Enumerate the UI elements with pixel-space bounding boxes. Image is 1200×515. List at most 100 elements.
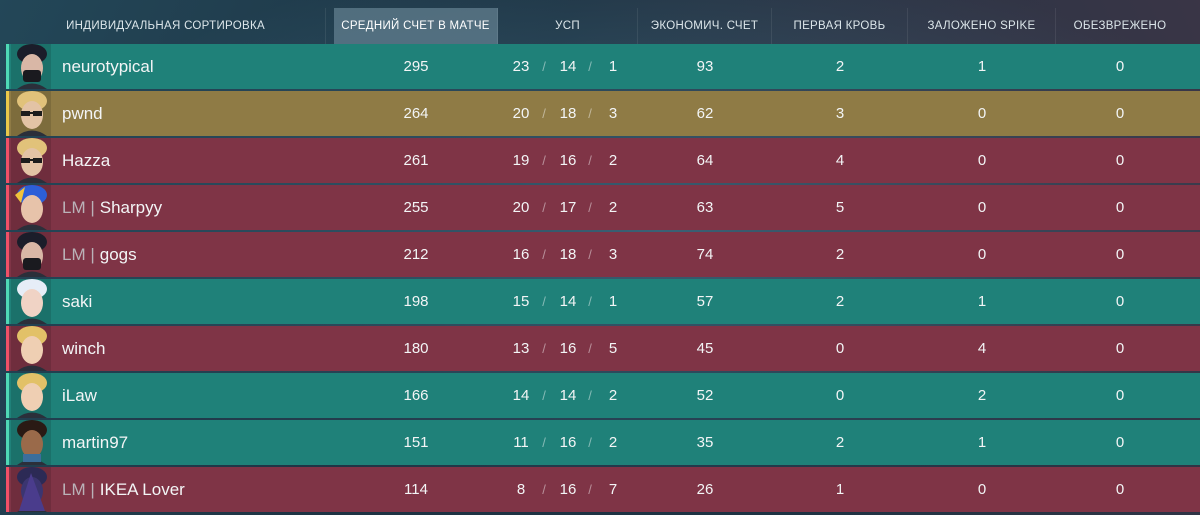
agent-masked-icon	[11, 44, 51, 89]
player-row[interactable]: LM | IKEA Lover 114 8 / 16 / 7 26 1 0 0	[6, 467, 1200, 512]
kda-separator: /	[588, 294, 592, 309]
defuses-header[interactable]: ОБЕЗВРЕЖЕНО	[1073, 19, 1167, 32]
first-blood-value: 0	[835, 387, 845, 404]
player-name[interactable]: LM | Sharpyy	[62, 185, 162, 230]
deaths-value: 16	[559, 152, 577, 169]
plants-value: 1	[977, 58, 987, 75]
player-row[interactable]: neurotypical 295 23 / 14 / 1 93 2 1 0	[6, 44, 1200, 89]
first-blood-value: 3	[835, 105, 845, 122]
assists-value: 3	[608, 246, 618, 263]
kda-separator: /	[588, 153, 592, 168]
player-name-text: martin97	[62, 432, 129, 452]
kda-separator: /	[542, 341, 546, 356]
first-blood-header[interactable]: ПЕРВАЯ КРОВЬ	[772, 8, 908, 44]
agent-masked-icon	[11, 232, 51, 277]
agent-glasses-icon	[11, 91, 51, 136]
player-name[interactable]: pwnd	[62, 91, 103, 136]
plants-value: 0	[977, 152, 987, 169]
player-name[interactable]: iLaw	[62, 373, 97, 418]
player-row[interactable]: Hazza 261 19 / 16 / 2 64 4 0 0	[6, 138, 1200, 183]
acs-header[interactable]: СРЕДНИЙ СЧЕТ В МАТЧЕ	[334, 8, 498, 44]
acs-value: 295	[403, 58, 429, 75]
defuses-value: 0	[1115, 246, 1125, 263]
player-name[interactable]: Hazza	[62, 138, 110, 183]
first-blood-value: 1	[835, 481, 845, 498]
agent-glasses-icon	[11, 138, 51, 183]
assists-value: 2	[608, 434, 618, 451]
kills-value: 11	[513, 434, 529, 451]
player-name[interactable]: martin97	[62, 420, 128, 465]
first-blood-value: 5	[835, 199, 845, 216]
player-name[interactable]: neurotypical	[62, 44, 154, 89]
econ-value: 63	[696, 199, 714, 216]
kda-separator: /	[542, 200, 546, 215]
assists-value: 2	[608, 199, 618, 216]
deaths-value: 14	[559, 293, 577, 310]
player-name[interactable]: winch	[62, 326, 105, 371]
player-row[interactable]: iLaw 166 14 / 14 / 2 52 0 2 0	[6, 373, 1200, 418]
team-color-stripe	[6, 44, 9, 89]
econ-value: 62	[696, 105, 714, 122]
plants-header[interactable]: ЗАЛОЖЕНО SPIKE	[908, 8, 1056, 44]
kda-separator: /	[542, 59, 546, 74]
defuses-value: 0	[1115, 199, 1125, 216]
player-name-text: Sharpyy	[99, 197, 163, 217]
player-row[interactable]: saki 198 15 / 14 / 1 57 2 1 0	[6, 279, 1200, 324]
deaths-value: 18	[559, 105, 577, 122]
player-name-text: gogs	[99, 244, 137, 264]
kda-separator: /	[588, 59, 592, 74]
kills-value: 20	[512, 199, 530, 216]
player-name[interactable]: saki	[62, 279, 92, 324]
acs-value: 264	[403, 105, 429, 122]
deaths-value: 18	[559, 246, 577, 263]
sort-individual-header[interactable]: ИНДИВИДУАЛЬНАЯ СОРТИРОВКА	[6, 8, 326, 44]
defuses-value: 0	[1115, 58, 1125, 75]
assists-value: 1	[608, 293, 618, 310]
player-name[interactable]: LM | IKEA Lover	[62, 467, 185, 512]
player-row[interactable]: pwnd 264 20 / 18 / 3 62 3 0 0	[6, 91, 1200, 136]
assists-value: 5	[608, 340, 618, 357]
kda-separator: /	[542, 153, 546, 168]
kda-separator: /	[542, 106, 546, 121]
plants-value: 2	[977, 387, 987, 404]
acs-value: 255	[403, 199, 429, 216]
defuses-value: 0	[1115, 481, 1125, 498]
player-row[interactable]: martin97 151 11 / 16 / 2 35 2 1 0	[6, 420, 1200, 465]
econ-value: 52	[696, 387, 714, 404]
plants-value: 1	[977, 434, 987, 451]
deaths-value: 14	[559, 387, 577, 404]
player-name[interactable]: LM | gogs	[62, 232, 137, 277]
kda-separator: /	[588, 247, 592, 262]
plants-value: 0	[977, 246, 987, 263]
deaths-value: 14	[559, 58, 577, 75]
player-row[interactable]: winch 180 13 / 16 / 5 45 0 4 0	[6, 326, 1200, 371]
acs-value: 261	[403, 152, 429, 169]
scoreboard-header: ИНДИВИДУАЛЬНАЯ СОРТИРОВКА СРЕДНИЙ СЧЕТ В…	[6, 8, 1200, 44]
assists-value: 1	[608, 58, 618, 75]
player-name-text: Hazza	[62, 150, 111, 170]
agent-hooded-icon	[11, 467, 51, 512]
econ-value: 93	[696, 58, 714, 75]
team-color-stripe	[6, 138, 9, 183]
defuses-value: 0	[1115, 387, 1125, 404]
kda-header[interactable]: УСП	[498, 8, 638, 44]
kills-value: 16	[512, 246, 530, 263]
kills-value: 19	[512, 152, 530, 169]
defuses-value: 0	[1115, 340, 1125, 357]
kills-value: 20	[512, 105, 530, 122]
player-name-text: saki	[62, 291, 93, 311]
kills-value: 13	[512, 340, 530, 357]
kills-value: 15	[512, 293, 530, 310]
econ-value: 57	[696, 293, 714, 310]
assists-value: 2	[608, 387, 618, 404]
econ-header[interactable]: ЭКОНОМИЧ. СЧЕТ	[638, 8, 772, 44]
player-name-text: IKEA Lover	[99, 479, 185, 499]
assists-value: 3	[608, 105, 618, 122]
player-row[interactable]: LM | Sharpyy 255 20 / 17 / 2 63 5 0 0	[6, 185, 1200, 230]
defuses-value: 0	[1115, 434, 1125, 451]
plants-value: 0	[977, 105, 987, 122]
team-color-stripe	[6, 232, 9, 277]
player-name-text: winch	[62, 338, 106, 358]
player-name-text: pwnd	[62, 103, 103, 123]
player-row[interactable]: LM | gogs 212 16 / 18 / 3 74 2 0 0	[6, 232, 1200, 277]
